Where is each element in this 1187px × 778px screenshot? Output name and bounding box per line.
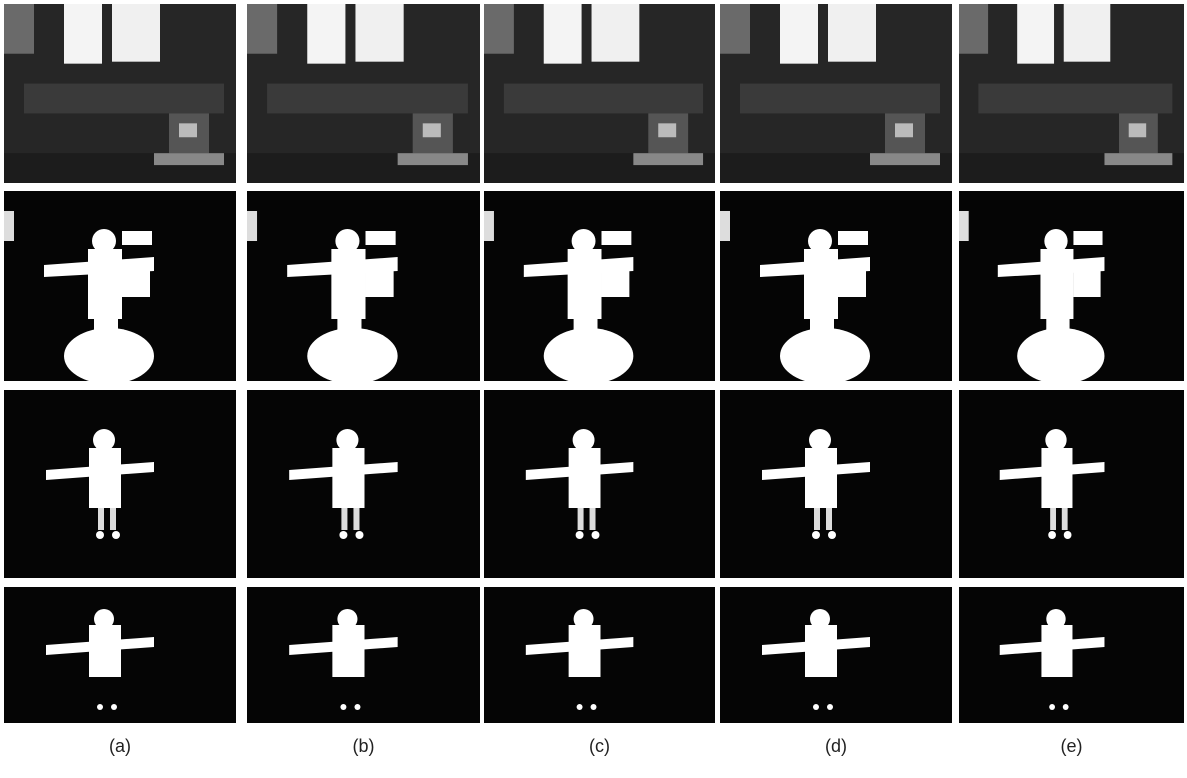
panel-label: (e) (1061, 736, 1083, 756)
panel-label: (a) (109, 736, 131, 756)
panel-image (4, 390, 236, 578)
page: (a)(b)(c)(d)(e) (() => { const data = JS… (0, 0, 1187, 773)
panel-image (247, 191, 480, 384)
panel-label: (c) (589, 736, 610, 756)
panel-image (247, 587, 480, 723)
figure: (a) (b) (c) (d) (e) (0, 0, 1187, 773)
panel-image (720, 587, 952, 723)
panel-image (959, 191, 1184, 384)
panel-image (4, 191, 236, 384)
panel-image (247, 390, 480, 578)
panel-image (484, 587, 715, 723)
panel-image (720, 4, 952, 183)
panel-image (4, 587, 236, 723)
panel-image (484, 191, 715, 384)
panel-image (959, 587, 1184, 723)
panel-image (484, 390, 715, 578)
panel-image (4, 4, 236, 183)
panel-label: (b) (353, 736, 375, 756)
panel-label: (d) (825, 736, 847, 756)
panel-image (720, 191, 952, 384)
panel-image (959, 4, 1184, 183)
panel-image (959, 390, 1184, 578)
panel-image (720, 390, 952, 578)
panel-image (247, 4, 480, 183)
panel-image (484, 4, 715, 183)
